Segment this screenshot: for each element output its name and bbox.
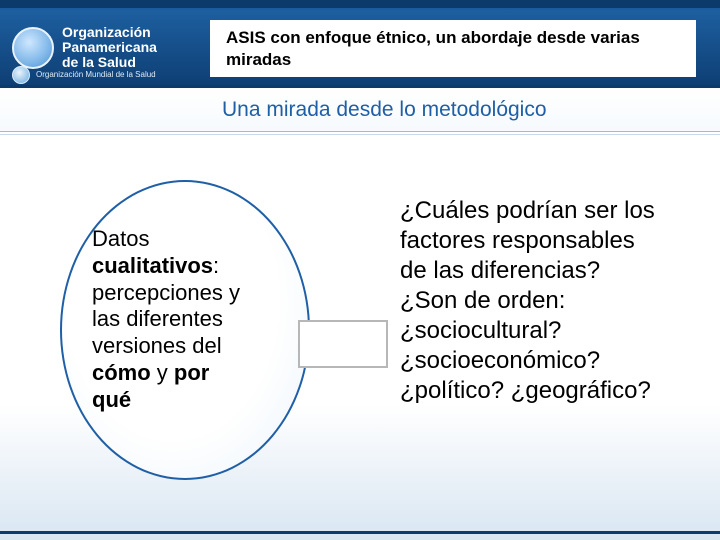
e-l1: Datos — [92, 226, 149, 251]
e-l2b: cualitativos — [92, 253, 213, 278]
e-l2a: : — [213, 253, 219, 278]
r-l5: ¿sociocultural? — [400, 317, 561, 344]
e-l5: versiones del — [92, 333, 222, 358]
slide-subhead: Una mirada desde lo metodológico — [222, 98, 547, 122]
org-sub-block: Organización Mundial de la Salud — [12, 66, 156, 84]
r-l2: factores responsables — [400, 227, 635, 254]
questions-text: ¿Cuáles podrían ser los factores respons… — [400, 196, 720, 406]
e-l6m: y — [151, 360, 174, 385]
paho-globe-icon — [12, 27, 54, 69]
e-l6b2: por — [174, 360, 209, 385]
r-l4: ¿Son de orden: — [400, 287, 565, 314]
slide-title-block: ASIS con enfoque étnico, un abordaje des… — [210, 20, 696, 77]
r-l6: ¿socioeconómico? — [400, 347, 600, 374]
org-name: Organización Panamericana de la Salud — [62, 25, 157, 69]
e-l7b: qué — [92, 387, 131, 412]
subhead-wrap: Una mirada desde lo metodológico — [0, 88, 720, 132]
slide: Organización Panamericana de la Salud AS… — [0, 0, 720, 540]
connector-box — [298, 320, 388, 368]
r-l7: ¿político? ¿geográfico? — [400, 377, 651, 404]
topbar — [0, 0, 720, 10]
footer-line — [0, 531, 720, 534]
e-l4: las diferentes — [92, 306, 223, 331]
ellipse-text: Datos cualitativos: percepciones y las d… — [92, 226, 292, 414]
org-sub-text: Organización Mundial de la Salud — [36, 71, 156, 79]
content-area: Datos cualitativos: percepciones y las d… — [0, 150, 720, 528]
who-mini-icon — [12, 66, 30, 84]
e-l6b1: cómo — [92, 360, 151, 385]
slide-title: ASIS con enfoque étnico, un abordaje des… — [226, 27, 680, 70]
r-l3: de las diferencias? — [400, 257, 600, 284]
divider — [0, 134, 720, 135]
org-name-line1: Organización — [62, 25, 157, 40]
org-name-line2: Panamericana — [62, 40, 157, 55]
e-l3: percepciones y — [92, 280, 240, 305]
r-l1: ¿Cuáles podrían ser los — [400, 197, 655, 224]
